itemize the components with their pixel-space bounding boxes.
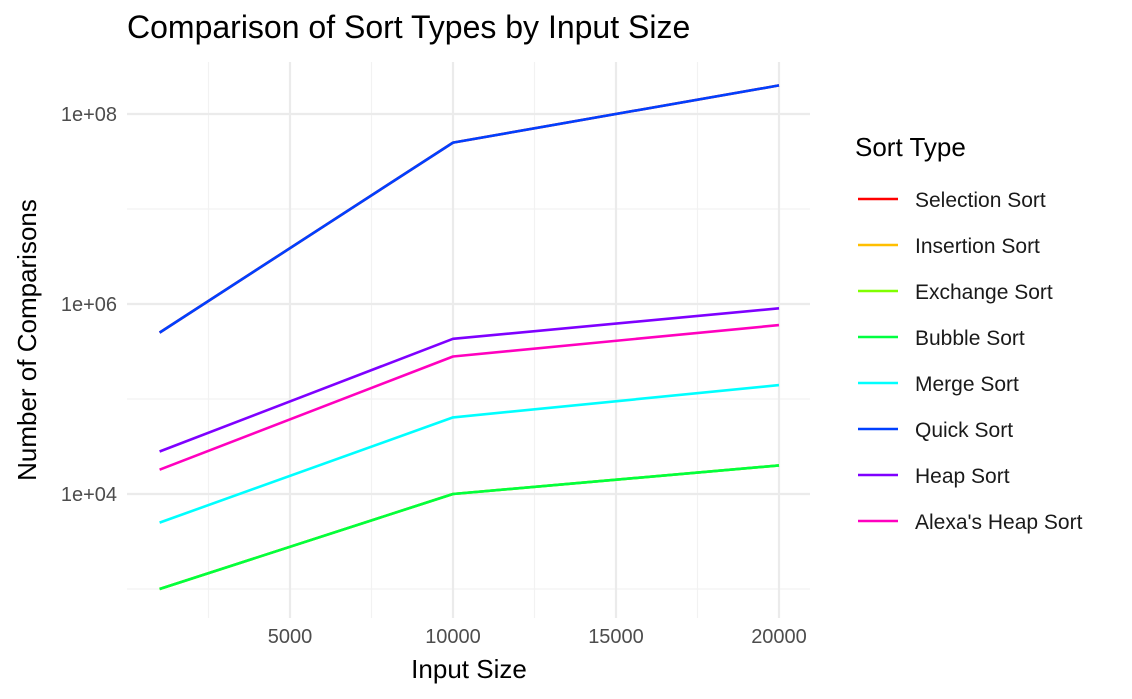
y-axis-ticks: 1e+04 1e+06 1e+08: [61, 104, 117, 506]
legend-item: Exchange Sort: [858, 281, 1053, 304]
legend-item: Heap Sort: [858, 465, 1010, 488]
x-tick-label: 20000: [751, 626, 807, 648]
series-line-insertion-sort: [159, 464, 780, 591]
x-tick-label: 5000: [268, 626, 313, 648]
grid-layer: [127, 62, 810, 618]
legend-label: Merge Sort: [915, 373, 1019, 396]
series-line-heap-sort: [159, 307, 780, 453]
series-lines: [158, 84, 780, 591]
x-tick-label: 10000: [425, 626, 481, 648]
legend-item: Selection Sort: [858, 189, 1046, 212]
legend-item: Merge Sort: [858, 373, 1019, 396]
series-line-exchange-sort: [159, 464, 780, 591]
x-tick-label: 15000: [588, 626, 644, 648]
legend-label: Insertion Sort: [915, 235, 1040, 258]
y-tick-label: 1e+08: [61, 104, 117, 126]
legend-label: Selection Sort: [915, 189, 1046, 212]
legend-label: Alexa's Heap Sort: [915, 511, 1083, 534]
series-line-quick-sort: [158, 84, 780, 334]
legend-item: Alexa's Heap Sort: [858, 511, 1083, 534]
legend: Sort Type Selection Sort Insertion Sort Ex…: [855, 132, 1083, 534]
x-axis-ticks: 5000 10000 15000 20000: [268, 626, 807, 648]
series-line-alexa-s-heap-sort: [159, 323, 780, 471]
y-axis-title: Number of Comparisons: [12, 199, 42, 481]
chart-title: Comparison of Sort Types by Input Size: [127, 9, 690, 45]
legend-item: Insertion Sort: [858, 235, 1040, 258]
legend-label: Exchange Sort: [915, 281, 1053, 304]
legend-label: Bubble Sort: [915, 327, 1025, 350]
legend-label: Quick Sort: [915, 419, 1013, 442]
y-tick-label: 1e+06: [61, 294, 117, 316]
series-line-bubble-sort: [159, 464, 780, 591]
legend-items: Selection Sort Insertion Sort Exchange Sor…: [858, 189, 1083, 534]
legend-title: Sort Type: [855, 132, 966, 162]
series-line-merge-sort: [159, 383, 780, 524]
legend-item: Bubble Sort: [858, 327, 1025, 350]
legend-item: Quick Sort: [858, 419, 1013, 442]
legend-label: Heap Sort: [915, 465, 1010, 488]
x-axis-title: Input Size: [411, 654, 527, 684]
y-tick-label: 1e+04: [61, 484, 117, 506]
